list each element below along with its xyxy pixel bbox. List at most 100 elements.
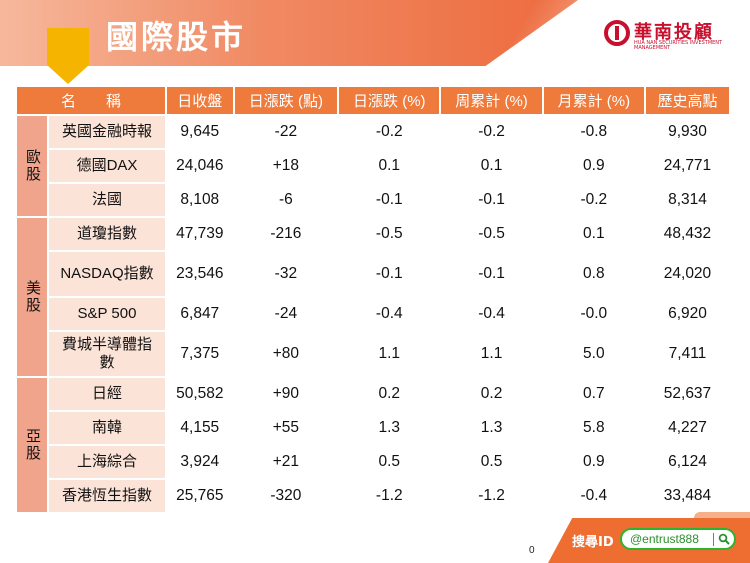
month-pct: 0.8 xyxy=(543,252,644,296)
title-banner-background xyxy=(0,0,578,66)
historical-high: 48,432 xyxy=(645,218,729,250)
close-value: 50,582 xyxy=(167,378,233,410)
historical-high: 6,920 xyxy=(645,298,729,330)
column-header: 日漲跌 (點) xyxy=(234,87,338,114)
column-header: 日漲跌 (%) xyxy=(339,87,440,114)
close-value: 6,847 xyxy=(167,298,233,330)
month-pct: -0.4 xyxy=(543,480,644,512)
change-points: -22 xyxy=(234,116,338,148)
close-value: 8,108 xyxy=(167,184,233,216)
historical-high: 24,020 xyxy=(645,252,729,296)
historical-high: 52,637 xyxy=(645,378,729,410)
close-value: 47,739 xyxy=(167,218,233,250)
table-row: 歐股 英國金融時報 9,645 -22 -0.2 -0.2 -0.8 9,930 xyxy=(17,116,729,216)
bookmark-pentagon-icon xyxy=(47,28,89,84)
change-pct: 0.5 xyxy=(339,446,440,478)
change-points: +21 xyxy=(234,446,338,478)
change-pct: -0.5 xyxy=(339,218,440,250)
week-pct: 1.3 xyxy=(441,412,542,444)
logo-mark-icon xyxy=(604,20,630,46)
week-pct: 0.5 xyxy=(441,446,542,478)
historical-high: 9,930 xyxy=(645,116,729,148)
historical-high: 33,484 xyxy=(645,480,729,512)
change-pct: -0.2 xyxy=(339,116,440,148)
region-label: 亞股 xyxy=(17,378,47,512)
change-points: +80 xyxy=(234,332,338,376)
change-points: -6 xyxy=(234,184,338,216)
close-value: 25,765 xyxy=(167,480,233,512)
index-name: 法國 xyxy=(49,184,165,216)
change-points: -24 xyxy=(234,298,338,330)
change-points: +18 xyxy=(234,150,338,182)
week-pct: -0.1 xyxy=(441,184,542,216)
change-points: +55 xyxy=(234,412,338,444)
change-pct: 0.2 xyxy=(339,378,440,410)
change-pct: 1.1 xyxy=(339,332,440,376)
week-pct: 1.1 xyxy=(441,332,542,376)
region-label: 歐股 xyxy=(17,116,47,216)
historical-high: 8,314 xyxy=(645,184,729,216)
change-pct: 0.1 xyxy=(339,150,440,182)
index-name: NASDAQ指數 xyxy=(49,252,165,296)
change-points: -216 xyxy=(234,218,338,250)
column-header: 月累計 (%) xyxy=(543,87,644,114)
historical-high: 24,771 xyxy=(645,150,729,182)
market-table: 名 稱日收盤 日漲跌 (點) 日漲跌 (%) 周累計 (%) 月累計 (%) 歷史高點 歐… xyxy=(15,85,731,514)
month-pct: -0.8 xyxy=(543,116,644,148)
table-row: NASDAQ指數 23,546 -32 -0.1 -0.1 0.8 24,020 xyxy=(17,252,729,296)
historical-high: 6,124 xyxy=(645,446,729,478)
change-points: +90 xyxy=(234,378,338,410)
close-value: 9,645 xyxy=(167,116,233,148)
index-name: S&P 500 xyxy=(49,298,165,330)
table-row: 費城半導體指數 7,375 +80 1.1 1.1 5.0 7,411 xyxy=(17,332,729,376)
month-pct: 0.1 xyxy=(543,218,644,250)
table-row: 香港恆生指數 25,765 -320 -1.2 -1.2 -0.4 33,484 xyxy=(17,480,729,512)
month-pct: 0.7 xyxy=(543,378,644,410)
page-title: 國際股市 xyxy=(106,18,247,56)
index-name: 英國金融時報 xyxy=(49,116,165,148)
month-pct: 5.8 xyxy=(543,412,644,444)
change-pct: -1.2 xyxy=(339,480,440,512)
table-body: 歐股 英國金融時報 9,645 -22 -0.2 -0.2 -0.8 9,930 德國DAX 24… xyxy=(17,116,729,512)
search-id-label: 搜尋ID xyxy=(572,535,614,550)
page-number: 0 xyxy=(529,545,535,556)
index-name: 日經 xyxy=(49,378,165,410)
table-row: S&P 500 6,847 -24 -0.4 -0.4 -0.0 6,920 xyxy=(17,298,729,330)
table-row: 美股 道瓊指數 47,739 -216 -0.5 -0.5 0.1 48,432 xyxy=(17,218,729,376)
line-id-divider xyxy=(713,533,714,546)
month-pct: 5.0 xyxy=(543,332,644,376)
logo-english-text: HUA NAN SECURITIES INVESTMENT MANAGEMENT xyxy=(634,40,723,51)
change-points: -320 xyxy=(234,480,338,512)
close-value: 23,546 xyxy=(167,252,233,296)
line-id-box[interactable]: @entrust888 xyxy=(620,528,736,550)
change-pct: -0.4 xyxy=(339,298,440,330)
historical-high: 7,411 xyxy=(645,332,729,376)
index-name: 費城半導體指數 xyxy=(49,332,165,376)
line-id-text: @entrust888 xyxy=(630,532,699,546)
month-pct: -0.2 xyxy=(543,184,644,216)
column-header: 歷史高點 xyxy=(645,87,729,114)
week-pct: -1.2 xyxy=(441,480,542,512)
change-points: -32 xyxy=(234,252,338,296)
week-pct: -0.1 xyxy=(441,252,542,296)
week-pct: -0.4 xyxy=(441,298,542,330)
month-pct: 0.9 xyxy=(543,446,644,478)
close-value: 24,046 xyxy=(167,150,233,182)
index-name: 南韓 xyxy=(49,412,165,444)
column-header: 日收盤 xyxy=(167,87,233,114)
change-pct: 1.3 xyxy=(339,412,440,444)
month-pct: -0.0 xyxy=(543,298,644,330)
close-value: 7,375 xyxy=(167,332,233,376)
close-value: 3,924 xyxy=(167,446,233,478)
week-pct: 0.1 xyxy=(441,150,542,182)
table-row: 德國DAX 24,046 +18 0.1 0.1 0.9 24,771 xyxy=(17,150,729,182)
table-row: 法國 8,108 -6 -0.1 -0.1 -0.2 8,314 xyxy=(17,184,729,216)
close-value: 4,155 xyxy=(167,412,233,444)
column-header: 名 稱 xyxy=(17,87,165,114)
week-pct: -0.5 xyxy=(441,218,542,250)
week-pct: 0.2 xyxy=(441,378,542,410)
table-row: 南韓 4,155 +55 1.3 1.3 5.8 4,227 xyxy=(17,412,729,444)
search-icon[interactable] xyxy=(718,533,730,545)
change-pct: -0.1 xyxy=(339,252,440,296)
historical-high: 4,227 xyxy=(645,412,729,444)
